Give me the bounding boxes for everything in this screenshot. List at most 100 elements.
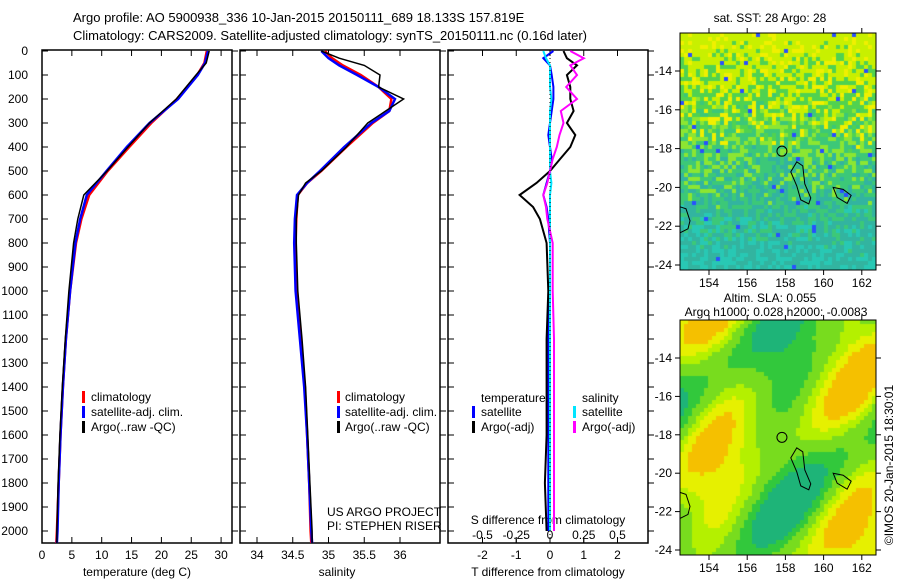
legend-marker-temp-argo — [472, 421, 475, 433]
map-frame — [679, 319, 877, 556]
depth-tick-label: 1800 — [1, 476, 28, 490]
lon-tick-label: 162 — [852, 561, 872, 575]
sla-map-subtitle: Argo h1000: 0.028 h2000: -0.0083 — [685, 305, 868, 319]
reef-contour — [790, 161, 812, 205]
depth-tick-label: 200 — [8, 92, 28, 106]
title-line2: Climatology: CARS2009. Satellite-adjuste… — [73, 28, 587, 43]
legend-marker-satellite — [337, 406, 340, 418]
temperature-xlabel: temperature (deg C) — [83, 565, 191, 579]
legend-marker-temp-satellite — [472, 406, 475, 418]
depth-tick-label: 1200 — [1, 332, 28, 346]
legend-marker-satellite — [82, 406, 85, 418]
depth-tick-label: 700 — [8, 212, 28, 226]
x-tick-label: 10 — [95, 548, 109, 562]
lat-tick-label: -24 — [655, 543, 673, 557]
depth-tick-label: 400 — [8, 140, 28, 154]
plot-frame — [447, 49, 649, 544]
legend-label: Argo(..raw -QC) — [345, 420, 430, 434]
depth-tick-label: 500 — [8, 164, 28, 178]
x-tick-label: -1 — [511, 548, 522, 562]
reef-contour — [790, 447, 812, 491]
x-tick-label: 25 — [185, 548, 199, 562]
salinity-line-2 — [295, 50, 406, 543]
legend-label: Argo(-adj) — [582, 420, 635, 434]
lat-tick-label: -16 — [655, 103, 673, 117]
sla-map-title: Altim. SLA: 0.055 — [724, 291, 817, 305]
lat-tick-label: -22 — [655, 505, 673, 519]
salinity-xlabel: salinity — [319, 565, 356, 579]
x-tick-label: 34.5 — [281, 548, 305, 562]
difference-legend: temperature salinity satellite Argo(-adj… — [472, 391, 635, 434]
legend-marker-climatology — [82, 391, 85, 403]
sst-map-title: sat. SST: 28 Argo: 28 — [714, 11, 827, 25]
title-line1: Argo profile: AO 5900938_336 10-Jan-2015… — [73, 10, 525, 25]
pi-annotation: PI: STEPHEN RISER — [327, 519, 442, 533]
lat-tick-label: -18 — [655, 428, 673, 442]
s-tick-label: 0.25 — [572, 528, 596, 542]
depth-tick-label: 300 — [8, 116, 28, 130]
lat-tick-label: -20 — [655, 466, 673, 480]
depth-tick-label: 600 — [8, 188, 28, 202]
legend-label: satellite-adj. clim. — [345, 405, 437, 419]
depth-tick-label: 100 — [8, 68, 28, 82]
x-tick-label: 30 — [214, 548, 228, 562]
depth-tick-label: 900 — [8, 260, 28, 274]
legend-label: climatology — [345, 390, 405, 404]
temperature-legend: climatology satellite-adj. clim. Argo(..… — [82, 390, 183, 434]
lat-tick-label: -14 — [655, 64, 673, 78]
lon-tick-label: 160 — [814, 561, 834, 575]
depth-tick-label: 2000 — [1, 524, 28, 538]
depth-tick-label: 1400 — [1, 380, 28, 394]
lon-tick-label: 156 — [737, 276, 757, 290]
s-tick-label: 0.5 — [609, 528, 626, 542]
depth-tick-label: 1900 — [1, 500, 28, 514]
x-tick-label: 5 — [69, 548, 76, 562]
x-tick-label: 15 — [125, 548, 139, 562]
legend-marker-argo — [337, 421, 340, 433]
legend-marker-climatology — [337, 391, 340, 403]
lat-tick-label: -14 — [655, 351, 673, 365]
x-tick-label: -2 — [477, 548, 488, 562]
depth-tick-label: 1300 — [1, 356, 28, 370]
depth-tick-label: 1700 — [1, 452, 28, 466]
reef-contour — [832, 472, 852, 490]
legend-label: Argo(..raw -QC) — [91, 420, 176, 434]
plot-frame — [41, 49, 233, 544]
x-tick-label: 0 — [547, 548, 554, 562]
lat-tick-label: -24 — [655, 258, 673, 272]
lat-tick-label: -16 — [655, 389, 673, 403]
legend-marker-sal-argo — [573, 421, 576, 433]
x-tick-label: 35 — [322, 548, 336, 562]
plot-frame — [239, 49, 441, 544]
reef-contour — [832, 186, 852, 205]
legend-label: satellite — [582, 405, 623, 419]
credit-text: ©IMOS 20-Jan-2015 18:30:01 — [882, 385, 896, 546]
depth-tick-label: 1600 — [1, 428, 28, 442]
lon-tick-label: 162 — [852, 276, 872, 290]
temperature-line-1 — [55, 50, 210, 544]
depth-tick-label: 1500 — [1, 404, 28, 418]
argo-position-marker — [776, 145, 788, 157]
s-tick-label: -0.5 — [472, 528, 493, 542]
depth-tick-label: 800 — [8, 236, 28, 250]
lat-tick-label: -18 — [655, 142, 673, 156]
legend-marker-sal-satellite — [573, 406, 576, 418]
coast-contour — [679, 491, 691, 519]
temperature-line-0 — [55, 50, 209, 544]
legend-header-temperature: temperature — [481, 391, 546, 405]
coast-contour — [679, 206, 691, 234]
s-tick-label: -0.25 — [503, 528, 531, 542]
sla-map-image — [680, 320, 876, 555]
legend-marker-argo — [82, 421, 85, 433]
depth-tick-label: 0 — [21, 44, 28, 58]
temperature-line-2 — [56, 50, 210, 543]
lon-tick-label: 154 — [699, 561, 719, 575]
lat-tick-label: -20 — [655, 180, 673, 194]
legend-label: satellite-adj. clim. — [91, 405, 183, 419]
lon-tick-label: 156 — [737, 561, 757, 575]
x-tick-label: 34 — [250, 548, 264, 562]
x-tick-label: 35.5 — [353, 548, 377, 562]
x-tick-label: 36 — [393, 548, 407, 562]
